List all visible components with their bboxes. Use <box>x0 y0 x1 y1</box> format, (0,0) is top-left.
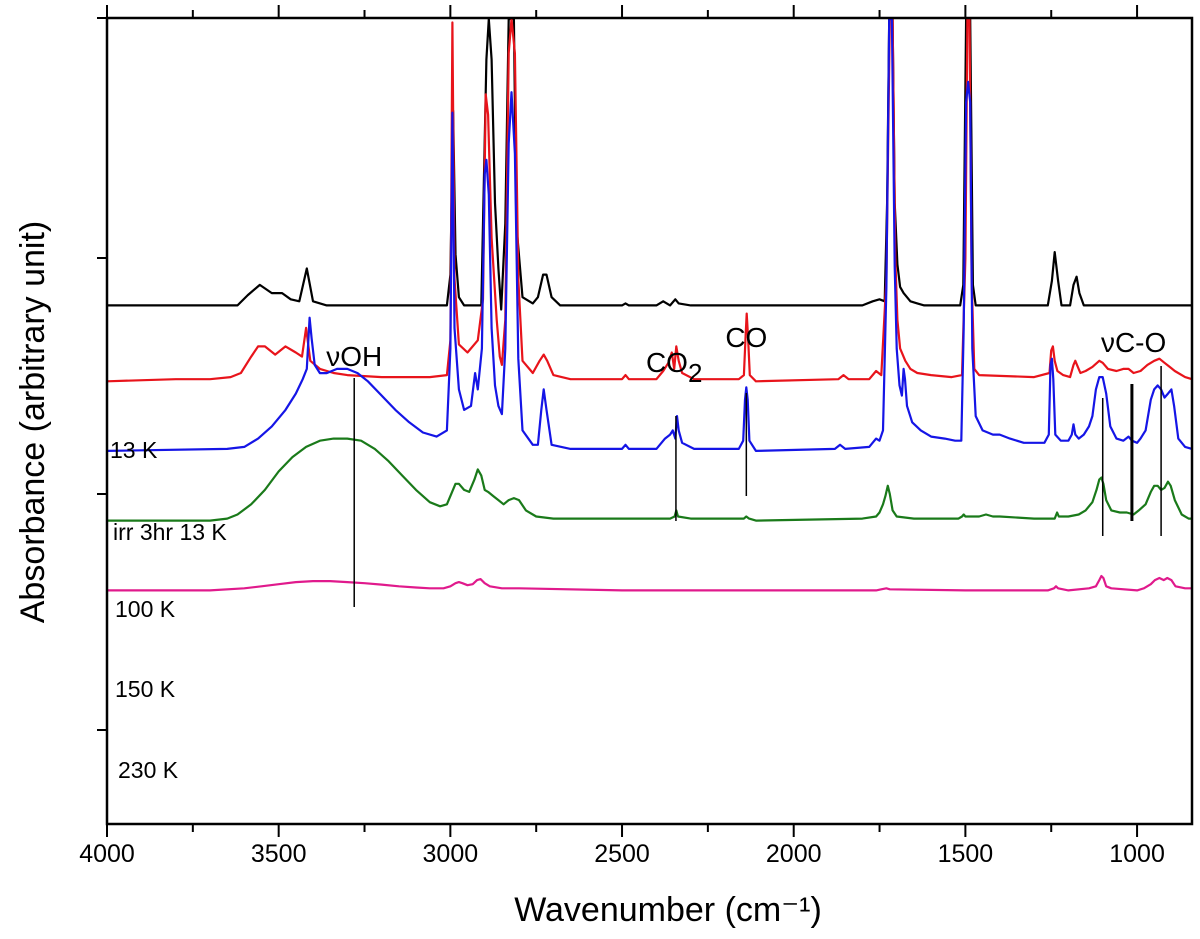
series-label-2: irr 3hr 13 K <box>113 519 227 545</box>
series-layer <box>107 18 1192 592</box>
series-label-5: 230 K <box>118 757 179 783</box>
series-label-3: 100 K <box>115 596 176 622</box>
annotation-co2: CO2 <box>646 347 702 388</box>
series-line-3 <box>107 18 1192 452</box>
axis-layer: 4000 3500 3000 2500 2000 1500 1000 <box>79 5 1194 868</box>
annotation-co: CO <box>725 322 767 353</box>
x-axis-title: Wavenumber (cm⁻¹) <box>514 891 822 929</box>
annotation-voh: νOH <box>326 341 382 372</box>
x-tick-label: 2000 <box>766 840 822 868</box>
x-tick-label: 2500 <box>594 840 650 868</box>
x-tick-label: 4000 <box>79 840 135 868</box>
annotation-vco: νC-O <box>1101 327 1166 358</box>
x-tick-label: 3500 <box>251 840 307 868</box>
series-line-5 <box>107 574 1192 592</box>
series-line-1 <box>107 18 1192 311</box>
annotation-layer: νOH CO2 CO νC-O <box>326 322 1166 607</box>
series-line-2 <box>107 18 1192 383</box>
x-tick-label: 1000 <box>1109 840 1165 868</box>
series-line-4 <box>107 437 1192 522</box>
series-label-4: 150 K <box>115 676 176 702</box>
series-label-1: 13 K <box>110 437 158 463</box>
tick-layer: 4000 3500 3000 2500 2000 1500 1000 <box>79 5 1165 868</box>
x-tick-label: 3000 <box>423 840 479 868</box>
plot-frame <box>105 16 1194 826</box>
x-tick-label: 1500 <box>938 840 994 868</box>
y-axis-title: Absorbance (arbitrary unit) <box>14 221 52 624</box>
